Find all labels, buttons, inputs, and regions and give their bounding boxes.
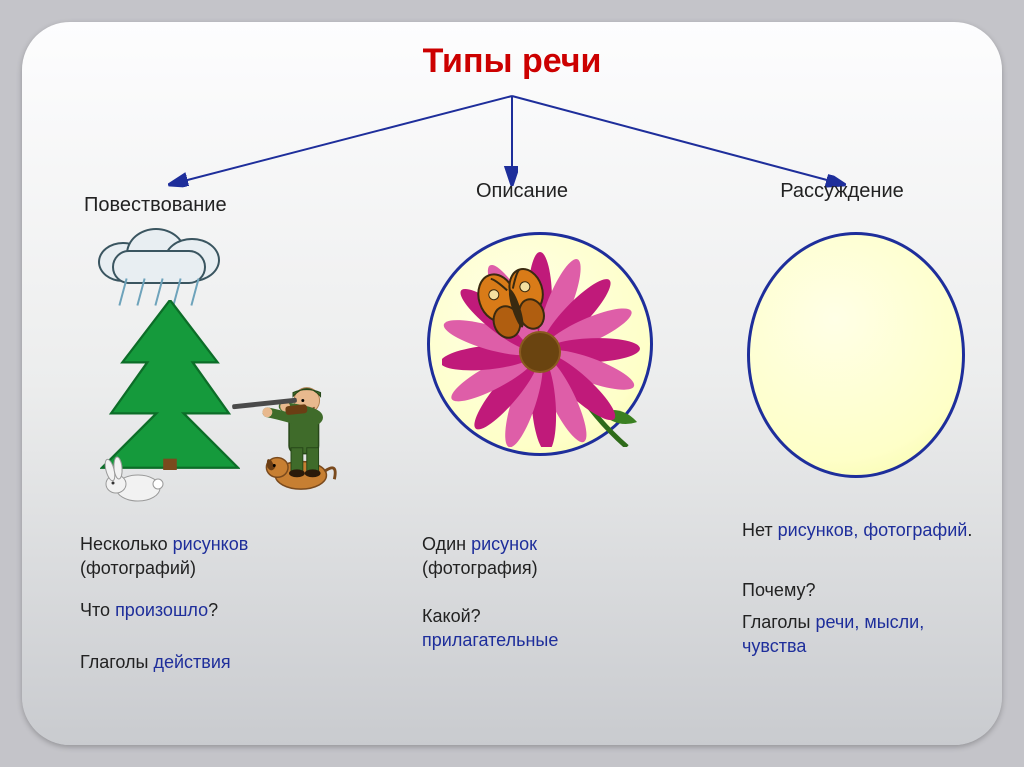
narration-scene [70, 222, 370, 502]
subhead-narration: Повествование [84, 194, 284, 217]
narration-caption-3: Глаголы действия [80, 650, 340, 674]
description-caption-2: Какой? прилагательные [422, 604, 662, 653]
reasoning-caption-2: Почему? [742, 578, 982, 602]
reasoning-circle [747, 232, 965, 478]
cloud-icon [92, 222, 232, 282]
reasoning-caption-3: Глаголы речи, мысли, чувства [742, 610, 982, 659]
narration-caption-2: Что произошло? [80, 598, 340, 622]
flower-icon [442, 237, 652, 447]
reasoning-caption-1: Нет рисунков, фотографий. [742, 518, 982, 542]
subhead-description: Описание [422, 180, 622, 203]
narration-caption-1: Несколько рисунков (фотографий) [80, 532, 340, 581]
description-caption-1: Один рисунок (фотография) [422, 532, 662, 581]
rabbit-icon [100, 454, 170, 504]
slide-frame: Типы речи Повествование Описание Рассужд… [22, 22, 1002, 745]
subhead-reasoning: Рассуждение [742, 180, 942, 203]
tree-icon [100, 300, 240, 470]
hunter-icon [228, 367, 356, 497]
